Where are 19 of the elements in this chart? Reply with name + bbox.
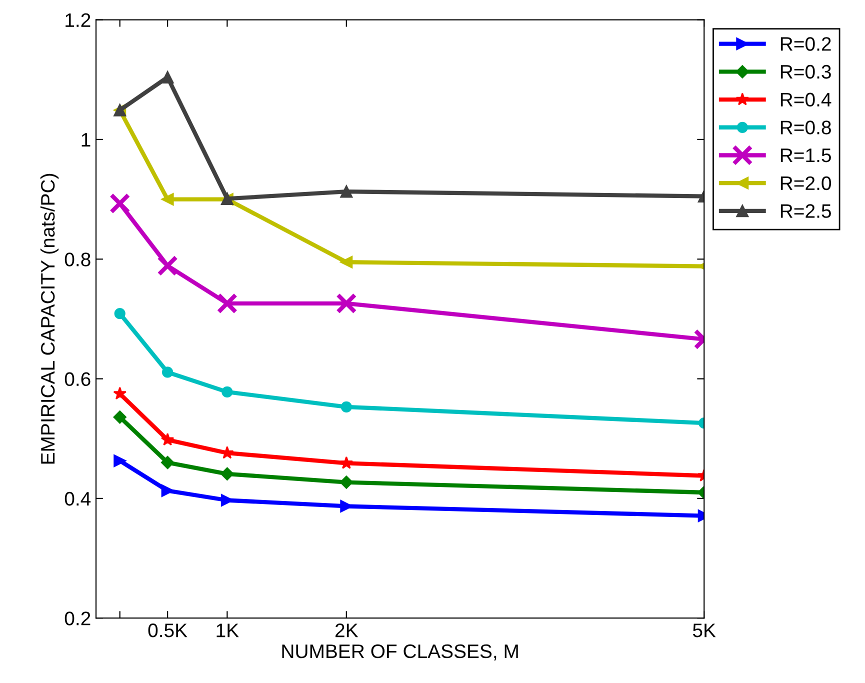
legend-label: R=0.2 — [780, 37, 831, 51]
x-tick-label: 0.5K — [148, 623, 188, 638]
legend-label: R=2.5 — [780, 204, 831, 218]
legend-label: R=2.0 — [780, 176, 832, 190]
y-tick-label: 0.2 — [64, 612, 90, 626]
legend-label: R=0.4 — [780, 92, 832, 107]
y-tick-label: 0.4 — [64, 492, 91, 506]
legend-label: R=1.5 — [780, 148, 831, 162]
y-tick-label: 0.8 — [64, 252, 90, 266]
y-axis-title: EMPIRICAL CAPACITY (nats/PC) — [40, 174, 59, 464]
x-tick-label: 5K — [692, 624, 716, 638]
x-tick-label: 1K — [216, 624, 239, 638]
y-tick-label: 1 — [82, 133, 90, 147]
legend-label: R=0.3 — [780, 64, 831, 79]
legend-label: R=0.8 — [780, 120, 831, 134]
y-tick-label: 1.2 — [66, 13, 90, 27]
x-tick-label: 2K — [335, 623, 358, 638]
x-axis-title: NUMBER OF CLASSES, M — [282, 644, 518, 660]
y-tick-label: 0.6 — [64, 372, 90, 386]
